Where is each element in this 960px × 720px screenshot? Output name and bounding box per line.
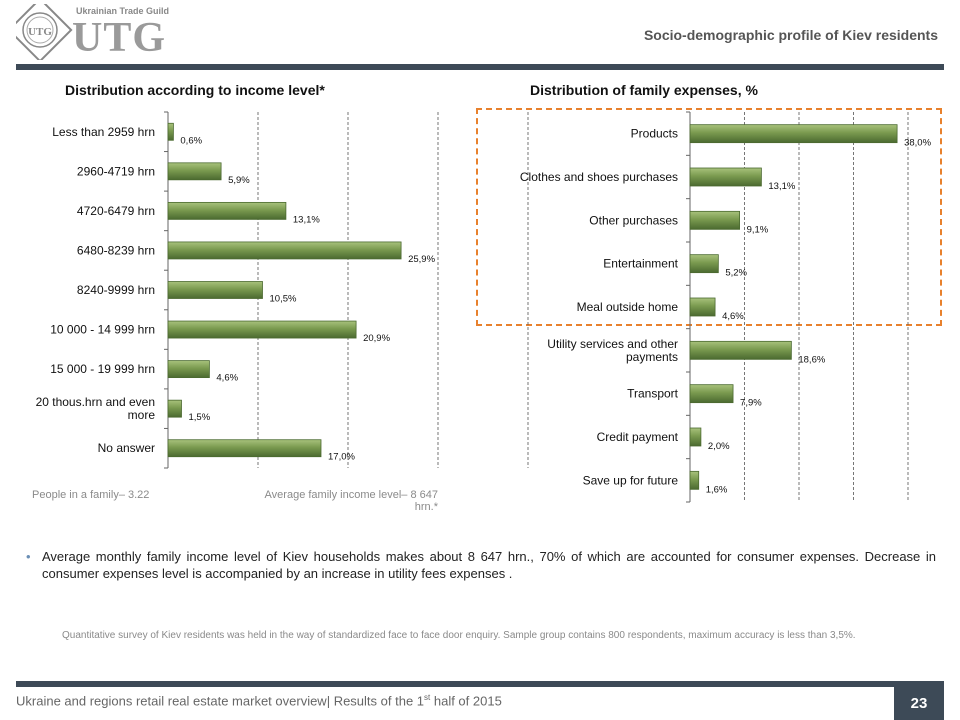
- expenses-value-label: 7,9%: [740, 398, 762, 409]
- expenses-category-label: Clothes and shoes purchases: [520, 170, 678, 184]
- expenses-bar: [689, 470, 700, 490]
- income-value-label: 25,9%: [408, 254, 435, 265]
- income-value-label: 20,9%: [363, 333, 390, 344]
- summary-text: Average monthly family income level of K…: [42, 549, 936, 581]
- average-income-note: Average family income level– 8 647 hrn.*: [228, 489, 438, 513]
- logo-small-text: Ukrainian Trade Guild: [76, 6, 170, 16]
- expenses-category-label: Save up for future: [583, 473, 679, 487]
- footer-divider: [16, 681, 944, 687]
- charts-canvas: 0,6% Less than 2959 hrn 5,9% 2960-4719 hrn 1…: [36, 111, 932, 503]
- summary-bullet: • Average monthly family income level of…: [26, 548, 936, 582]
- expenses-category-label: Entertainment: [603, 257, 678, 271]
- income-category-label: 8240-9999 hrn: [77, 283, 155, 297]
- people-in-family-note: People in a family– 3.22: [32, 489, 150, 501]
- svg-text:UTG: UTG: [28, 26, 52, 38]
- utg-logo: UTG Ukrainian Trade Guild UTG: [7, 0, 186, 63]
- income-bar: [167, 439, 322, 458]
- expenses-bar: [689, 210, 740, 230]
- income-bar: [167, 201, 287, 220]
- income-bar: [167, 241, 402, 260]
- average-income-note-line2: hrn.*: [414, 501, 438, 513]
- income-bar: [167, 281, 263, 299]
- expenses-category-label: Other purchases: [589, 213, 678, 227]
- income-bar: [167, 162, 222, 181]
- expenses-value-label: 2,0%: [708, 441, 730, 452]
- income-value-label: 17,0%: [328, 452, 355, 463]
- footer-text-end: half of 2015: [430, 693, 502, 709]
- income-bar: [167, 360, 210, 379]
- expenses-value-label: 18,6%: [798, 354, 825, 365]
- income-category-label: 4720-6479 hrn: [77, 204, 155, 218]
- expenses-category-label: Products: [631, 127, 678, 141]
- footer-text-sup: st: [424, 693, 431, 702]
- expenses-value-label: 5,2%: [725, 268, 747, 279]
- consumer-expenses-highlight: [476, 108, 942, 326]
- income-bar: [167, 122, 174, 141]
- expenses-bar: [689, 340, 792, 360]
- expenses-bar: [689, 167, 762, 187]
- survey-footnote: Quantitative survey of Kiev residents wa…: [62, 630, 856, 641]
- footer-text-main: Ukraine and regions retail real estate m…: [16, 693, 425, 709]
- expenses-bar: [689, 427, 702, 447]
- income-value-label: 0,6%: [180, 135, 202, 146]
- income-category-label: Less than 2959 hrn: [52, 125, 155, 139]
- expenses-category-label: Transport: [627, 387, 679, 401]
- page-number: 23: [894, 687, 944, 720]
- income-category-label: 20 thous.hrn and even more: [36, 395, 156, 422]
- expenses-bar: [689, 124, 898, 144]
- income-chart-title: Distribution according to income level*: [65, 82, 325, 98]
- income-category-label: 15 000 - 19 999 hrn: [50, 362, 155, 376]
- expenses-value-label: 38,0%: [904, 138, 931, 149]
- expenses-bar: [689, 254, 719, 274]
- income-value-label: 13,1%: [293, 214, 320, 225]
- expenses-value-label: 1,6%: [706, 484, 728, 495]
- income-category-label: No answer: [98, 441, 155, 455]
- footer-text: Ukraine and regions retail real estate m…: [16, 693, 502, 708]
- expenses-category-label: Meal outside home: [577, 300, 679, 314]
- income-bar: [167, 320, 357, 339]
- expenses-value-label: 9,1%: [747, 224, 769, 235]
- expenses-chart-title: Distribution of family expenses, %: [530, 82, 758, 98]
- logo-text: UTG: [72, 15, 167, 61]
- income-category-label: 2960-4719 hrn: [77, 164, 155, 178]
- income-category-label: 6480-8239 hrn: [77, 243, 155, 257]
- income-value-label: 5,9%: [228, 175, 250, 186]
- page-title: Socio-demographic profile of Kiev reside…: [643, 27, 938, 43]
- expenses-bar: [689, 297, 716, 317]
- income-category-label: 10 000 - 14 999 hrn: [50, 323, 155, 337]
- income-bar: [167, 399, 182, 418]
- income-value-label: 10,5%: [270, 294, 297, 305]
- expenses-value-label: 13,1%: [768, 181, 795, 192]
- income-value-label: 1,5%: [189, 412, 211, 423]
- expenses-value-label: 4,6%: [722, 311, 744, 322]
- expenses-category-label: Credit payment: [597, 430, 679, 444]
- expenses-bar: [689, 384, 734, 404]
- average-income-note-line1: Average family income level– 8 647: [264, 489, 438, 501]
- bullet-dot: •: [26, 549, 31, 564]
- expenses-category-label: Utility services and other payments: [547, 337, 678, 364]
- income-value-label: 4,6%: [216, 373, 238, 384]
- header-divider: [16, 64, 944, 70]
